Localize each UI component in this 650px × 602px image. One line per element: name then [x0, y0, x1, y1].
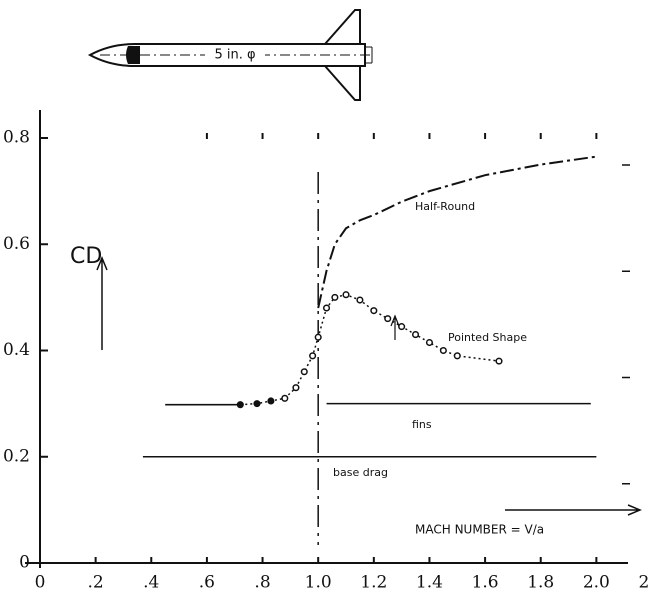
x-tick-label: 2.2 — [638, 573, 650, 593]
data-point — [356, 296, 364, 304]
x-label: MACH NUMBER = V/a — [415, 523, 544, 537]
data-point — [439, 346, 447, 355]
data-point — [370, 307, 378, 315]
data-point — [322, 304, 331, 312]
series-line — [240, 293, 500, 406]
diagram-label: 5 in. φ — [214, 48, 255, 63]
data-point — [281, 394, 289, 402]
x-tick-label: 0 — [35, 573, 46, 593]
y-tick-label: 0.4 — [3, 340, 30, 360]
y-tick-label: 0 — [19, 553, 30, 573]
x-tick-label: 1.4 — [416, 573, 443, 593]
x-tick-label: 1.8 — [527, 573, 554, 593]
data-point — [495, 357, 503, 365]
data-point — [300, 368, 308, 376]
data-point — [292, 384, 300, 392]
y-tick-label: 0.8 — [3, 128, 30, 148]
series-line — [317, 155, 597, 309]
x-tick-label: 1.6 — [472, 573, 499, 593]
x-tick-label: .8 — [254, 573, 270, 593]
data-point — [342, 291, 350, 299]
data-point — [267, 397, 275, 405]
y-label: CD — [70, 244, 102, 269]
x-arrow — [505, 504, 642, 516]
data-point — [398, 323, 406, 331]
annotation-arrow — [390, 314, 400, 340]
x-tick-label: 1.0 — [305, 573, 332, 593]
data-point — [453, 352, 461, 360]
series-line — [165, 402, 591, 406]
data-point — [309, 352, 317, 360]
series-label: Pointed Shape — [448, 331, 527, 344]
y-tick-label: 0.6 — [3, 234, 30, 254]
series-label: fins — [412, 418, 432, 431]
x-tick-label: .6 — [199, 573, 215, 593]
data-point — [253, 400, 261, 408]
data-point — [425, 338, 434, 347]
x-tick-label: .2 — [88, 573, 104, 593]
y-arrow — [96, 256, 108, 350]
series-label: base drag — [333, 466, 388, 479]
x-tick-label: .4 — [143, 573, 159, 593]
data-point — [331, 293, 339, 301]
series-label: Half-Round — [415, 200, 475, 213]
y-tick-label: 0.2 — [3, 446, 30, 466]
data-point — [384, 315, 392, 323]
data-point — [411, 331, 420, 339]
x-tick-label: 2.0 — [583, 573, 610, 593]
rocket-diagram: 5 in. φ — [87, 9, 373, 101]
data-point — [314, 333, 322, 341]
x-tick-label: 1.2 — [360, 573, 387, 593]
